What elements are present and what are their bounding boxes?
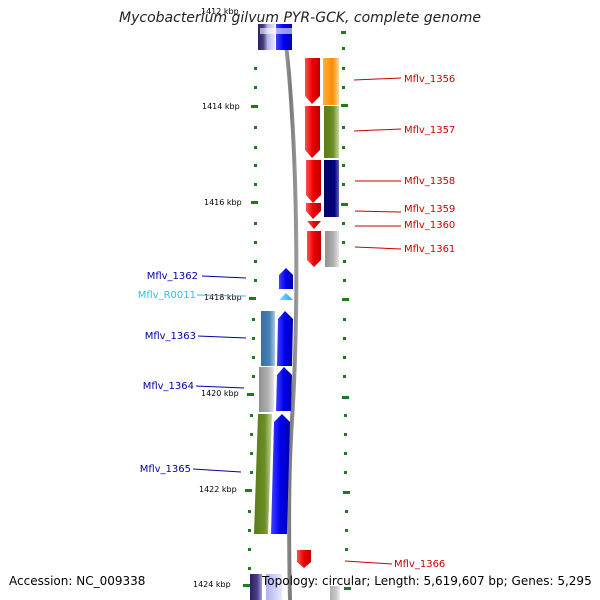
- gene-arrow-Mflv_1357: [305, 106, 320, 158]
- kbp-label: 1424 kbp: [193, 580, 231, 589]
- gene-arrow-Mflv_1365: [271, 414, 290, 534]
- kbp-label: 1418 kbp: [204, 293, 242, 302]
- kbp-label: 1412 kbp: [201, 7, 239, 16]
- gene-label: Mflv_1356: [404, 74, 455, 85]
- gene-arrow-Mflv_1356: [305, 58, 320, 104]
- gene-arrow-Mflv_1361: [307, 231, 321, 267]
- map-title: Mycobacterium gilvum PYR-GCK, complete g…: [119, 10, 481, 26]
- gene-label: Mflv_R0011: [138, 290, 196, 301]
- kbp-label: 1416 kbp: [204, 198, 242, 207]
- gene-arrow-Mflv_1359: [306, 203, 321, 219]
- gene-label: Mflv_1358: [404, 176, 455, 187]
- gene-label: Mflv_1359: [404, 204, 455, 215]
- gene-label: Mflv_1361: [404, 244, 455, 255]
- accession-label: Accession:: [9, 574, 73, 588]
- gene-label: Mflv_1362: [147, 271, 198, 282]
- position-labels: 1412 kbp 1414 kbp 1416 kbp 1418 kbp 1420…: [193, 7, 242, 589]
- gene-label: Mflv_1364: [143, 381, 194, 392]
- forward-strand-genes: [297, 58, 321, 568]
- genes-label: Genes:: [511, 574, 554, 588]
- genome-stats: Topology: circular; Length: 5,619,607 bp…: [262, 574, 592, 588]
- topology-label: Topology:: [262, 574, 319, 588]
- gene-labels: Mflv_1356 Mflv_1357 Mflv_1358 Mflv_1359 …: [138, 74, 456, 570]
- accession-value: NC_009338: [76, 574, 146, 588]
- forward-cog-boxes: [323, 58, 340, 600]
- position-ticks-right: [341, 31, 351, 590]
- genes-value: 5,295: [557, 574, 592, 588]
- top-partial-genes: [258, 24, 292, 50]
- gene-arrow-Mflv_1364: [276, 367, 292, 411]
- kbp-label: 1422 kbp: [199, 485, 237, 494]
- label-leaders: [192, 77, 402, 565]
- length-value: 5,619,607 bp;: [423, 574, 508, 588]
- kbp-label: 1414 kbp: [202, 102, 240, 111]
- gene-label: Mflv_1360: [404, 220, 455, 231]
- length-label: Length:: [374, 574, 420, 588]
- gene-arrow-Mflv_1358: [306, 160, 321, 203]
- gene-label: Mflv_1366: [394, 559, 445, 570]
- accession-info: Accession: NC_009338: [9, 574, 145, 588]
- position-ticks-left: [243, 67, 258, 587]
- gene-arrow-Mflv_1363: [277, 311, 293, 366]
- gene-label: Mflv_1363: [145, 331, 196, 342]
- gene-label: Mflv_1357: [404, 125, 455, 136]
- genome-backbone: [282, 30, 299, 600]
- gene-arrow-Mflv_1362: [279, 268, 293, 289]
- gene-label: Mflv_1365: [140, 464, 191, 475]
- gene-arrow-Mflv_1366: [297, 550, 311, 568]
- reverse-strand-genes: [266, 268, 293, 600]
- reverse-cog-boxes: [250, 311, 275, 600]
- kbp-label: 1420 kbp: [201, 389, 239, 398]
- topology-value: circular;: [321, 574, 371, 588]
- gene-arrow-Mflv_1360: [307, 221, 321, 229]
- gene-arrow-Mflv_R0011: [279, 293, 293, 300]
